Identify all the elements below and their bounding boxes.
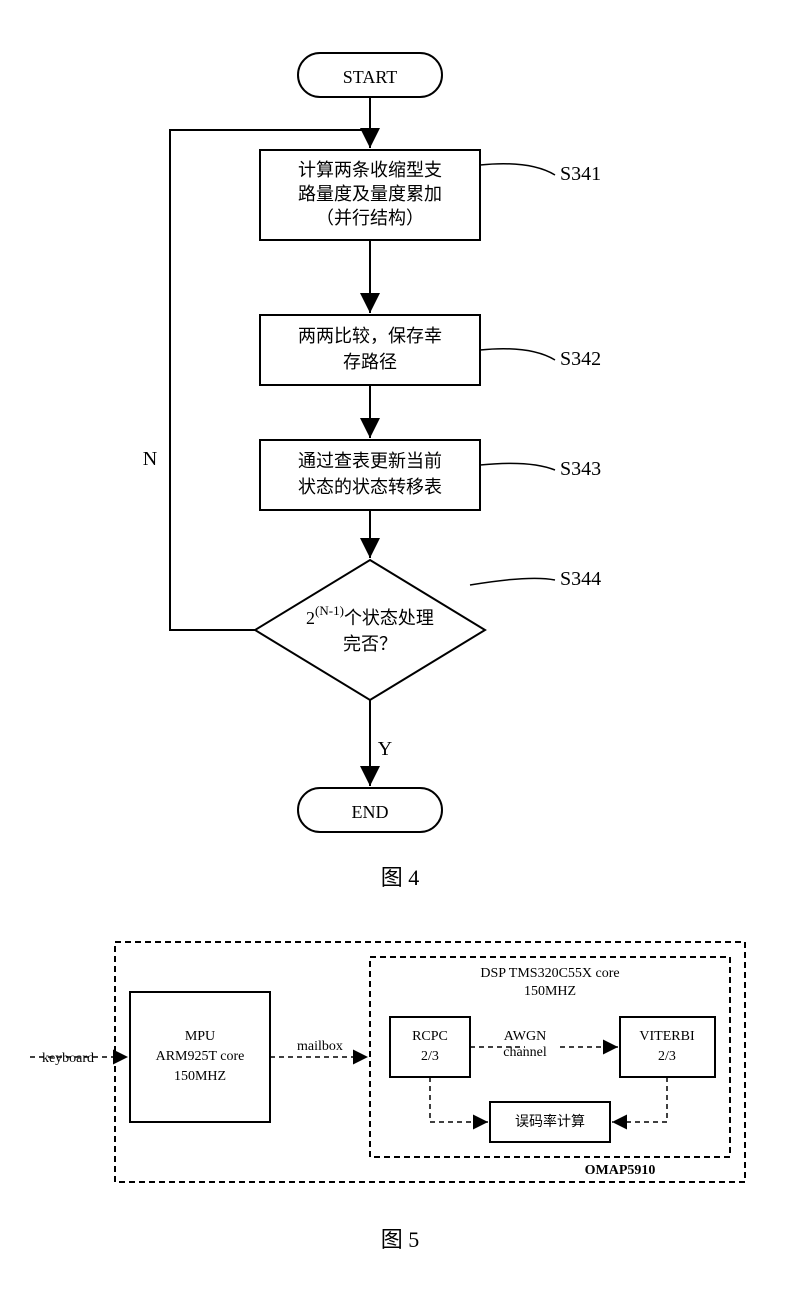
svg-text:2/3: 2/3 xyxy=(658,1049,676,1064)
end-node: END xyxy=(298,788,442,832)
svg-text:2(N-1)个状态处理: 2(N-1)个状态处理 xyxy=(306,603,434,628)
svg-text:2/3: 2/3 xyxy=(421,1049,439,1064)
loop-edge xyxy=(170,130,370,630)
svg-text:RCPC: RCPC xyxy=(412,1029,448,1044)
viterbi-block: VITERBI 2/3 xyxy=(620,1017,715,1077)
ber-block: 误码率计算 xyxy=(490,1102,610,1142)
svg-text:误码率计算: 误码率计算 xyxy=(515,1113,585,1130)
start-label: START xyxy=(343,67,397,87)
svg-text:存路径: 存路径 xyxy=(343,352,397,372)
start-node: START xyxy=(298,53,442,97)
svg-text:计算两条收缩型支: 计算两条收缩型支 xyxy=(298,160,442,180)
svg-text:VITERBI: VITERBI xyxy=(639,1029,695,1044)
svg-text:通过查表更新当前: 通过查表更新当前 xyxy=(298,451,442,471)
outer-label: OMAP5910 xyxy=(585,1163,656,1178)
s343-tag: S343 xyxy=(560,458,601,480)
s344-node: 2(N-1)个状态处理 完否？ xyxy=(255,560,485,700)
fig4-caption: 图 4 xyxy=(20,860,780,892)
flowchart-svg: START 计算两条收缩型支 路量度及量度累加 （并行结构） S341 两两比较… xyxy=(20,20,780,850)
mailbox-label: mailbox xyxy=(297,1039,343,1054)
s343-tag-line xyxy=(480,463,555,470)
svg-text:ARM925T core: ARM925T core xyxy=(156,1049,245,1064)
s344-tag: S344 xyxy=(560,568,601,590)
s343-node: 通过查表更新当前 状态的状态转移表 xyxy=(260,440,480,510)
keyboard-label: keyboard xyxy=(42,1051,94,1066)
svg-text:两两比较，保存幸: 两两比较，保存幸 xyxy=(298,326,442,346)
fig5-caption: 图 5 xyxy=(20,1222,780,1254)
block-diagram-svg: OMAP5910 keyboard MPU ARM925T core 150MH… xyxy=(20,922,780,1212)
s342-node: 两两比较，保存幸 存路径 xyxy=(260,315,480,385)
figure-5: OMAP5910 keyboard MPU ARM925T core 150MH… xyxy=(20,922,780,1254)
loop-label: N xyxy=(143,448,157,470)
rcpc-block: RCPC 2/3 xyxy=(390,1017,470,1077)
svg-text:状态的状态转移表: 状态的状态转移表 xyxy=(298,477,442,497)
edge-y-label: Y xyxy=(378,738,392,760)
dsp-title-2: 150MHZ xyxy=(524,984,576,999)
s341-tag: S341 xyxy=(560,163,601,185)
s344-tag-line xyxy=(470,578,555,585)
s342-tag-line xyxy=(480,349,555,360)
svg-text:（并行结构）: （并行结构） xyxy=(316,208,424,228)
s341-tag-line xyxy=(480,164,555,175)
svg-text:路量度及量度累加: 路量度及量度累加 xyxy=(298,184,442,204)
svg-text:MPU: MPU xyxy=(185,1029,215,1044)
awgn-1: AWGN xyxy=(504,1029,546,1044)
awgn-2: channel xyxy=(503,1045,547,1060)
mpu-block: MPU ARM925T core 150MHZ xyxy=(130,992,270,1122)
svg-text:150MHZ: 150MHZ xyxy=(174,1069,226,1084)
s341-node: 计算两条收缩型支 路量度及量度累加 （并行结构） xyxy=(260,150,480,240)
end-label: END xyxy=(352,802,389,822)
rcpc-ber-arrow xyxy=(430,1077,488,1122)
viterbi-ber-arrow xyxy=(612,1077,667,1122)
svg-text:完否？: 完否？ xyxy=(343,634,397,654)
dsp-title-1: DSP TMS320C55X core xyxy=(480,966,619,981)
s342-tag: S342 xyxy=(560,348,601,370)
figure-4: START 计算两条收缩型支 路量度及量度累加 （并行结构） S341 两两比较… xyxy=(20,20,780,892)
